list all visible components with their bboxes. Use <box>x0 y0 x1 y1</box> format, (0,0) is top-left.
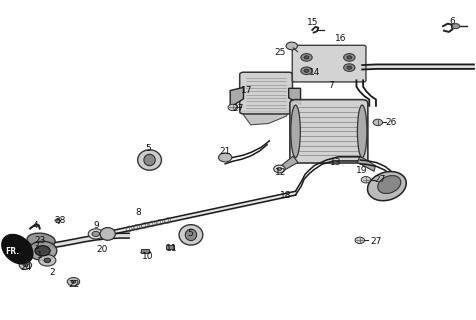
Circle shape <box>286 42 297 50</box>
Text: 8: 8 <box>136 208 141 217</box>
FancyBboxPatch shape <box>292 45 365 82</box>
Text: 24: 24 <box>20 263 31 272</box>
Text: 23: 23 <box>34 236 45 245</box>
Text: 28: 28 <box>54 216 66 225</box>
Text: 3: 3 <box>33 242 39 251</box>
Ellipse shape <box>357 105 366 158</box>
Text: 22: 22 <box>69 280 80 289</box>
Text: 14: 14 <box>308 68 319 77</box>
Ellipse shape <box>138 150 161 170</box>
Circle shape <box>228 104 237 111</box>
Text: 18: 18 <box>280 191 291 200</box>
Polygon shape <box>288 88 300 104</box>
Circle shape <box>44 258 50 263</box>
Ellipse shape <box>377 176 400 194</box>
Ellipse shape <box>185 229 196 241</box>
Text: 11: 11 <box>166 244 177 253</box>
Ellipse shape <box>178 225 202 245</box>
Text: 5: 5 <box>145 144 151 153</box>
Circle shape <box>19 261 31 269</box>
Circle shape <box>67 277 79 286</box>
Text: 15: 15 <box>306 19 317 28</box>
FancyBboxPatch shape <box>289 100 367 163</box>
Circle shape <box>451 24 459 29</box>
Text: FR.: FR. <box>6 247 20 256</box>
Circle shape <box>28 241 57 260</box>
Circle shape <box>300 53 312 61</box>
Circle shape <box>372 119 382 125</box>
Text: 26: 26 <box>384 118 396 127</box>
Bar <box>141 249 149 253</box>
Text: 19: 19 <box>355 166 366 175</box>
Circle shape <box>277 167 281 171</box>
Polygon shape <box>230 87 243 108</box>
Circle shape <box>343 53 354 61</box>
Text: 25: 25 <box>274 48 286 57</box>
Circle shape <box>346 66 351 69</box>
Ellipse shape <box>367 172 406 201</box>
Circle shape <box>304 56 308 59</box>
Text: 10: 10 <box>142 252 154 261</box>
Circle shape <box>300 67 312 75</box>
Circle shape <box>23 264 28 267</box>
Text: 27: 27 <box>374 175 385 184</box>
Text: 2: 2 <box>49 268 55 277</box>
Circle shape <box>35 246 50 256</box>
Text: 5: 5 <box>187 229 192 238</box>
Circle shape <box>218 153 231 162</box>
Text: 4: 4 <box>32 221 38 230</box>
Circle shape <box>92 231 99 236</box>
Text: 12: 12 <box>274 168 286 177</box>
Circle shape <box>346 56 351 59</box>
Polygon shape <box>281 156 298 171</box>
Circle shape <box>273 165 285 173</box>
Text: 27: 27 <box>370 237 381 246</box>
Text: 21: 21 <box>219 147 230 156</box>
Text: 9: 9 <box>93 221 99 230</box>
Polygon shape <box>240 111 288 125</box>
Text: 17: 17 <box>241 86 252 95</box>
Ellipse shape <box>290 105 300 158</box>
Circle shape <box>304 69 308 72</box>
FancyBboxPatch shape <box>239 72 292 114</box>
Circle shape <box>71 280 76 283</box>
Circle shape <box>39 255 56 266</box>
Circle shape <box>343 64 354 71</box>
Text: 7: 7 <box>327 81 333 90</box>
Text: 20: 20 <box>96 245 108 254</box>
Polygon shape <box>5 249 20 253</box>
Text: 13: 13 <box>329 158 341 167</box>
Circle shape <box>360 177 370 183</box>
Text: 16: 16 <box>334 35 346 44</box>
Ellipse shape <box>27 233 55 247</box>
Text: 6: 6 <box>449 17 455 26</box>
Circle shape <box>88 229 103 239</box>
Circle shape <box>354 237 364 244</box>
Polygon shape <box>357 156 375 171</box>
Ellipse shape <box>2 235 33 264</box>
Text: 27: 27 <box>232 104 244 113</box>
Ellipse shape <box>100 228 115 240</box>
Text: 1: 1 <box>37 251 42 260</box>
Ellipse shape <box>144 154 155 166</box>
Bar <box>166 245 173 249</box>
